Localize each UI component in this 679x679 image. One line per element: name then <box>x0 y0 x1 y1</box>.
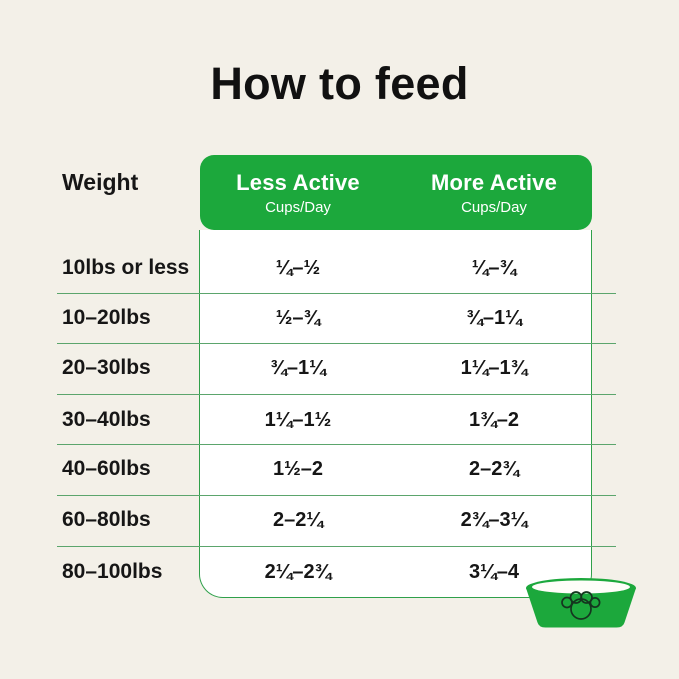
less-active-value: ½–¾ <box>275 307 321 329</box>
column-title: Less Active <box>236 169 360 195</box>
more-active-value: 2¾–3¼ <box>460 509 528 531</box>
more-active-value: 1¼–1¾ <box>460 357 528 379</box>
less-active-value: 1½–2 <box>272 458 324 480</box>
more-active-value: 1¾–2 <box>468 409 520 431</box>
more-active-value: 3¼–4 <box>468 561 520 583</box>
table-row: 40–60lbs 1½–2 2–2¾ <box>0 454 679 484</box>
row-weight-label: 40–60lbs <box>62 457 151 480</box>
more-active-value: ¾–1¼ <box>466 307 522 329</box>
row-weight-label: 60–80lbs <box>62 508 151 531</box>
table-row: 20–30lbs ¾–1¼ 1¼–1¾ <box>0 353 679 383</box>
row-separator <box>57 546 616 547</box>
feeding-table-body <box>199 230 592 598</box>
column-header-more-active: More Active Cups/Day <box>396 155 592 230</box>
less-active-value: 1¼–1½ <box>264 409 332 431</box>
table-row: 60–80lbs 2–2¼ 2¾–3¼ <box>0 505 679 535</box>
table-row: 80–100lbs 2¼–2¾ 3¼–4 <box>0 557 679 587</box>
column-subtitle: Cups/Day <box>265 198 331 216</box>
table-row: 10–20lbs ½–¾ ¾–1¼ <box>0 303 679 333</box>
page-title: How to feed <box>210 58 469 109</box>
row-weight-label: 10–20lbs <box>62 306 151 329</box>
more-active-value: 2–2¾ <box>468 458 520 480</box>
less-active-value: ¼–½ <box>275 257 321 279</box>
less-active-value: 2–2¼ <box>272 509 324 531</box>
dog-bowl-icon <box>526 578 636 628</box>
row-weight-label: 30–40lbs <box>62 408 151 431</box>
less-active-value: ¾–1¼ <box>270 357 326 379</box>
row-separator <box>57 495 616 496</box>
row-weight-label: 20–30lbs <box>62 356 151 379</box>
more-active-value: ¼–¾ <box>471 257 517 279</box>
less-active-value: 2¼–2¾ <box>264 561 332 583</box>
table-row: 30–40lbs 1¼–1½ 1¾–2 <box>0 405 679 435</box>
row-separator <box>57 293 616 294</box>
row-weight-label: 10lbs or less <box>62 256 190 279</box>
row-separator <box>57 444 616 445</box>
paw-print-icon <box>561 591 601 620</box>
row-weight-label: 80–100lbs <box>62 560 163 583</box>
row-separator <box>57 394 616 395</box>
column-header-less-active: Less Active Cups/Day <box>200 155 396 230</box>
feeding-table-header: Less Active Cups/Day More Active Cups/Da… <box>200 155 592 230</box>
row-separator <box>57 343 616 344</box>
column-subtitle: Cups/Day <box>461 198 527 216</box>
weight-column-label: Weight <box>62 169 139 195</box>
column-title: More Active <box>430 169 558 195</box>
table-row: 10lbs or less ¼–½ ¼–¾ <box>0 253 679 283</box>
